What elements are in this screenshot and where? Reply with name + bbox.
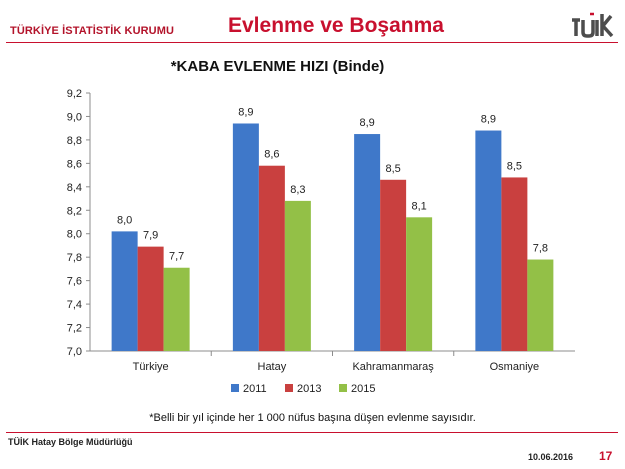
slide-title: Evlenme ve Boşanma: [228, 14, 444, 37]
data-label: 8,0: [117, 214, 132, 226]
footer-divider: [6, 432, 618, 433]
office-name: TÜİK Hatay Bölge Müdürlüğü: [8, 437, 133, 447]
bar-2011: [232, 123, 259, 351]
data-label: 8,9: [238, 106, 253, 118]
y-tick-label: 7,8: [67, 252, 82, 264]
y-tick-label: 9,0: [67, 111, 82, 123]
legend-label: 2013: [297, 383, 321, 395]
slide-date: 10.06.2016: [528, 452, 574, 462]
x-category-label: Hatay: [258, 361, 287, 373]
bar-2015: [284, 200, 311, 351]
header-divider: [6, 42, 618, 43]
y-tick-label: 8,0: [67, 229, 82, 241]
data-label: 8,9: [359, 117, 374, 129]
chart-title: *KABA EVLENME HIZI (Binde): [170, 58, 385, 75]
bar-2011: [354, 134, 381, 351]
data-label: 8,5: [385, 163, 400, 175]
y-tick-label: 8,8: [67, 135, 82, 147]
y-tick-label: 7,4: [67, 299, 82, 311]
data-label: 7,7: [169, 251, 184, 263]
y-tick-label: 8,2: [67, 205, 82, 217]
data-label: 8,6: [264, 149, 279, 161]
bar-2015: [163, 267, 190, 351]
y-tick-label: 7,0: [67, 346, 82, 358]
legend-swatch-2011: [231, 384, 239, 392]
data-label: 8,3: [290, 184, 305, 196]
y-tick-label: 7,6: [67, 276, 82, 288]
x-category-label: Türkiye: [133, 361, 169, 373]
tuik-logo: [572, 12, 614, 38]
bar-2013: [380, 179, 407, 351]
data-label: 8,5: [507, 160, 522, 172]
x-category-label: Osmaniye: [490, 361, 540, 373]
chart-footnote: *Belli bir yıl içinde her 1 000 nüfus ba…: [149, 412, 476, 424]
data-label: 8,9: [481, 114, 496, 126]
page-number: 17: [599, 449, 613, 463]
data-label: 8,1: [411, 200, 426, 212]
data-label: 7,9: [143, 230, 158, 242]
bar-2013: [137, 246, 164, 351]
bar-2011: [475, 130, 502, 351]
legend-swatch-2013: [285, 384, 293, 392]
legend-label: 2015: [351, 383, 375, 395]
legend-swatch-2015: [339, 384, 347, 392]
org-name: TÜRKİYE İSTATİSTİK KURUMU: [10, 25, 175, 37]
bar-chart: 7,0 7,2 7,4 7,6 7,8 8,0 8,2 8,4 8,6 8,8 9,0 9,2 Türk…: [67, 88, 575, 395]
x-category-label: Kahramanmaraş: [352, 361, 434, 373]
slide-header: TÜRKİYE İSTATİSTİK KURUMU Evlenme ve Boş…: [0, 0, 625, 50]
y-tick-label: 9,2: [67, 88, 82, 100]
bar-2015: [406, 217, 433, 351]
legend-label: 2011: [243, 383, 267, 395]
bar-2013: [501, 177, 528, 351]
y-tick-label: 8,4: [67, 182, 82, 194]
bar-2011: [111, 231, 138, 351]
y-tick-label: 8,6: [67, 158, 82, 170]
y-tick-label: 7,2: [67, 323, 82, 335]
data-label: 7,8: [533, 243, 548, 255]
bar-2013: [258, 165, 285, 351]
bar-2015: [527, 259, 554, 351]
